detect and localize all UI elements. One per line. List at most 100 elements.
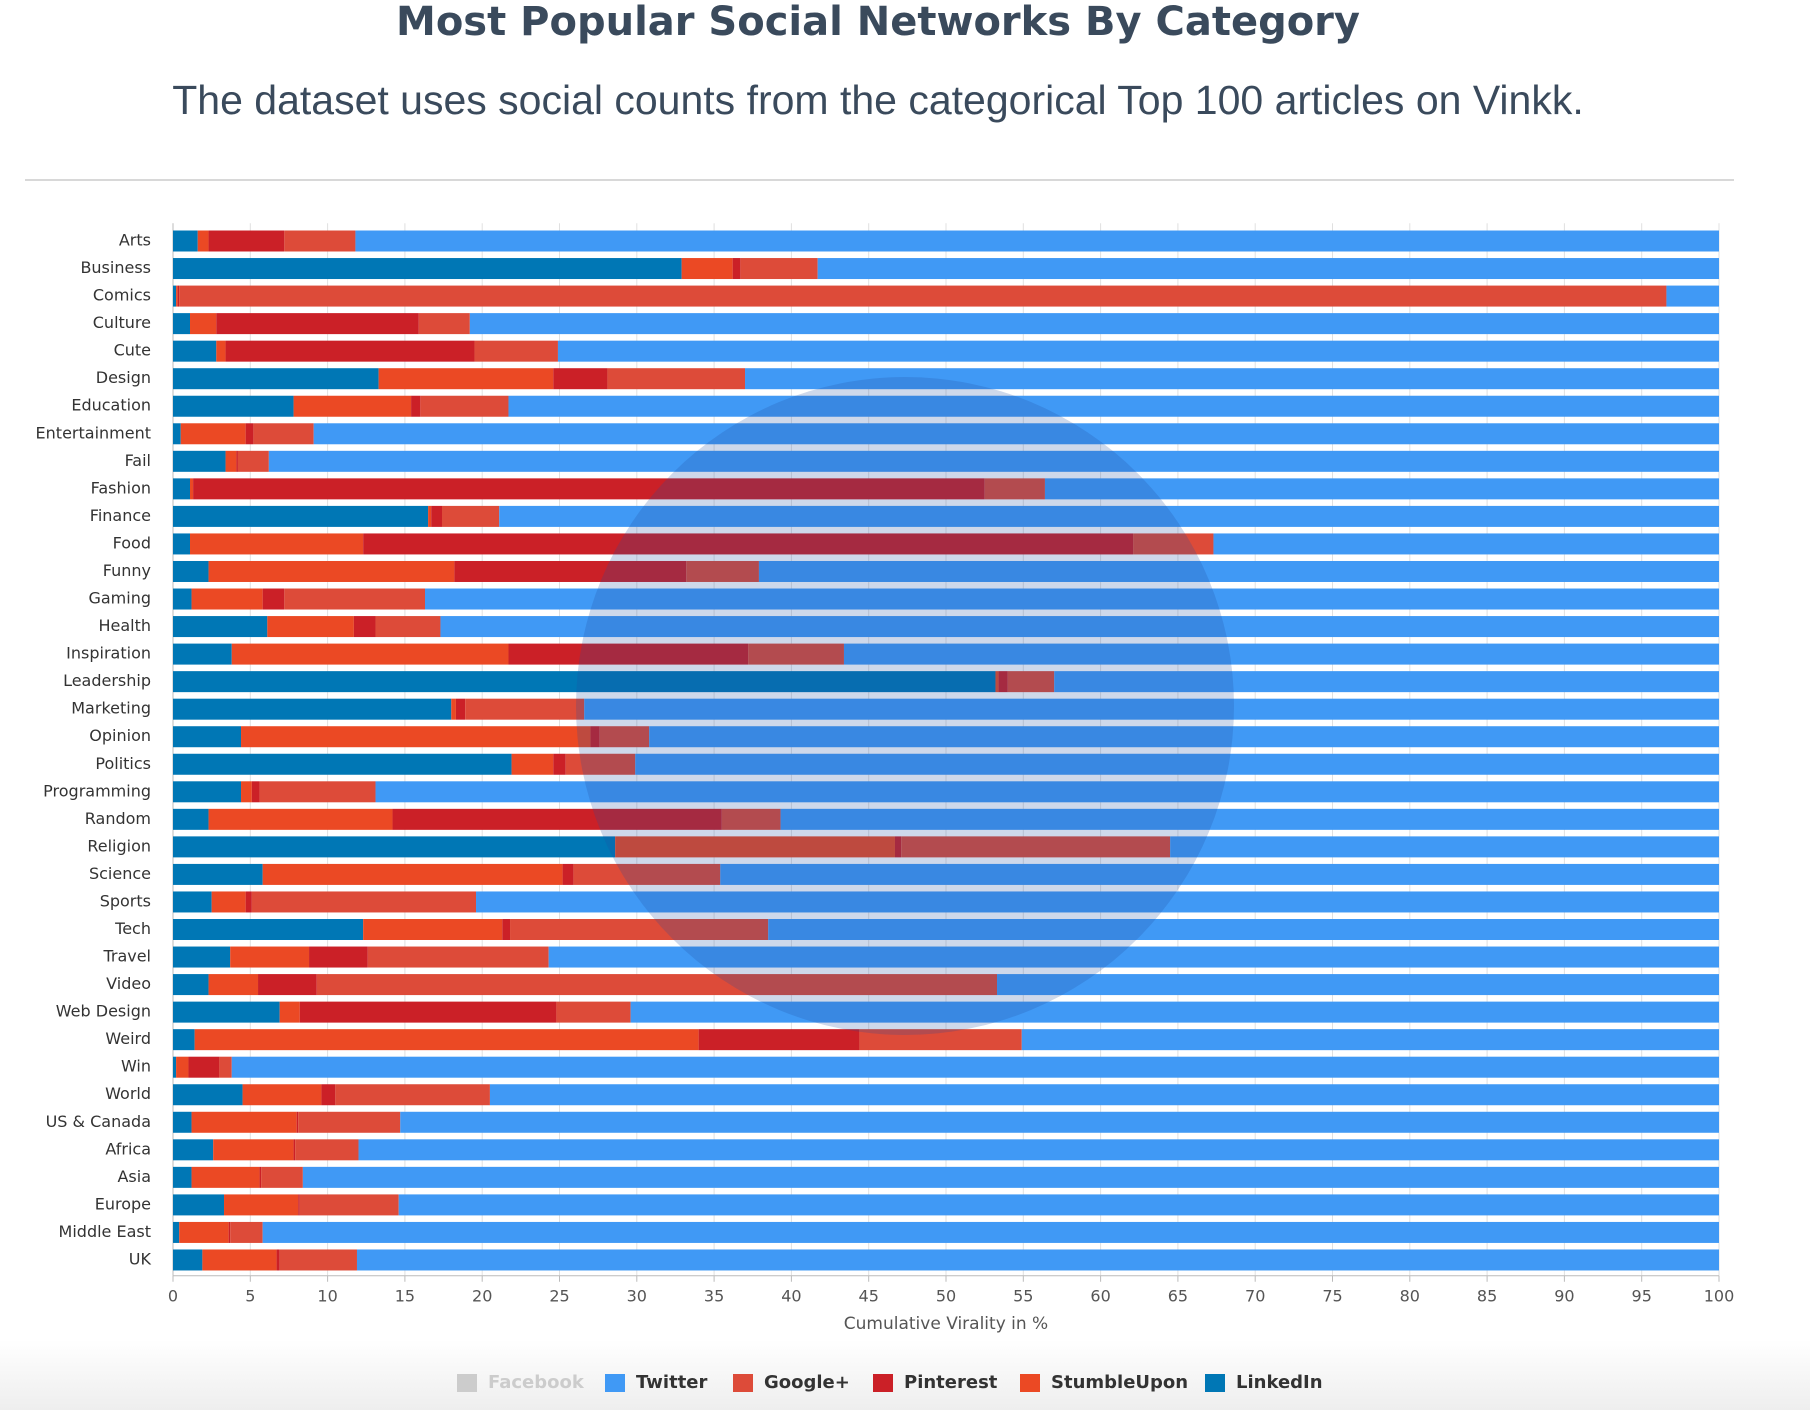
y-tick-label: Culture [93, 313, 151, 332]
x-tick-label: 80 [1400, 1286, 1420, 1305]
bar-segment [173, 1249, 203, 1271]
bar-segment [208, 808, 393, 830]
bar-segment [231, 643, 509, 665]
bar-segment [418, 313, 470, 335]
bar-segment [420, 395, 509, 417]
bar-segment [476, 891, 1719, 913]
bar-segment [548, 946, 1719, 968]
bar-segment [173, 533, 191, 555]
x-tick-label: 10 [317, 1286, 337, 1305]
y-tick-label: Fail [125, 451, 151, 470]
y-tick-label: Marketing [71, 699, 151, 718]
y-tick-label: Win [121, 1057, 151, 1076]
bar-segment [191, 588, 263, 610]
bar-segment [997, 974, 1719, 996]
bar-segment [508, 643, 749, 665]
bar-segment [208, 974, 259, 996]
bar-segment [1213, 533, 1719, 555]
bar-segment [451, 698, 456, 720]
bar-segment [213, 1139, 294, 1161]
bar-segment [225, 340, 475, 362]
bar-segment [279, 1249, 357, 1271]
bar-segment [258, 974, 317, 996]
y-tick-label: US & Canada [46, 1112, 151, 1131]
bar-segment [293, 1139, 296, 1161]
y-tick-label: Politics [95, 754, 151, 773]
x-tick-label: 35 [704, 1286, 724, 1305]
bar-segment [356, 1249, 1719, 1271]
bar-segment [367, 946, 549, 968]
x-tick-label: 0 [168, 1286, 178, 1305]
bar-segment [173, 340, 217, 362]
x-tick-label: 55 [1013, 1286, 1033, 1305]
bar-segment [202, 1249, 277, 1271]
bar-segment [173, 808, 209, 830]
bar-segment [298, 1194, 300, 1216]
bar-segment [208, 230, 285, 252]
bar-segment [251, 781, 260, 803]
bar-segment [553, 368, 608, 390]
y-tick-label: Science [89, 864, 151, 883]
bar-segment [309, 946, 368, 968]
bar-segment [173, 643, 232, 665]
y-tick-label: Video [106, 974, 151, 993]
bar-segment [630, 1001, 1720, 1023]
bar-segment [590, 726, 600, 748]
y-tick-label: Asia [117, 1167, 151, 1186]
bar-segment [173, 1084, 243, 1106]
y-tick-label: Finance [90, 506, 151, 525]
bar-segment [173, 891, 212, 913]
bar-segment [565, 753, 636, 775]
y-tick-label: Funny [103, 561, 151, 580]
bar-segment [355, 230, 1720, 252]
y-tick-label: Food [113, 533, 151, 552]
bar-segment [721, 808, 781, 830]
bar-segment [230, 1221, 263, 1243]
bar-segment [469, 313, 1719, 335]
x-tick-label: 45 [859, 1286, 879, 1305]
bar-segment [1170, 836, 1719, 858]
bar-segment [193, 478, 985, 500]
bar-segment [508, 395, 1720, 417]
x-tick-label: 85 [1477, 1286, 1497, 1305]
y-tick-label: Business [80, 258, 151, 277]
bar-segment [428, 505, 432, 527]
bar-segment [262, 863, 563, 885]
bar-segment [363, 533, 1134, 555]
bar-segment [216, 340, 226, 362]
bar-segment [984, 478, 1045, 500]
bar-segment [745, 368, 1719, 390]
bar-segment [173, 726, 242, 748]
bar-segment [173, 1194, 225, 1216]
bar-segment [190, 313, 217, 335]
x-tick-label: 20 [472, 1286, 492, 1305]
y-tick-label: Design [96, 368, 151, 387]
legend-label: Twitter [636, 1372, 708, 1393]
y-tick-label: Random [85, 809, 151, 828]
y-tick-label: Leadership [63, 671, 151, 690]
bar-segment [173, 450, 226, 472]
y-tick-label: World [105, 1084, 151, 1103]
bar-segment [259, 781, 376, 803]
bar-segment [284, 230, 356, 252]
x-tick-label: 90 [1554, 1286, 1574, 1305]
bar-segment [635, 753, 1719, 775]
legend-band [0, 1340, 1810, 1410]
bar-segment [197, 230, 209, 252]
y-tick-label: Opinion [89, 726, 151, 745]
bar-segment [173, 671, 996, 693]
legend-swatch [1020, 1374, 1040, 1392]
x-tick-label: 65 [1168, 1286, 1188, 1305]
bar-segment [208, 560, 455, 582]
bar-segment [173, 1166, 192, 1188]
bar-segment [511, 753, 554, 775]
bar-segment [173, 1221, 180, 1243]
bar-segment [262, 1221, 1720, 1243]
bar-segment [556, 1001, 631, 1023]
bar-segment [442, 505, 500, 527]
bar-segment [615, 836, 895, 858]
chart-subtitle: The dataset uses social counts from the … [172, 77, 1583, 123]
bar-segment [173, 505, 429, 527]
bar-segment [173, 616, 268, 638]
